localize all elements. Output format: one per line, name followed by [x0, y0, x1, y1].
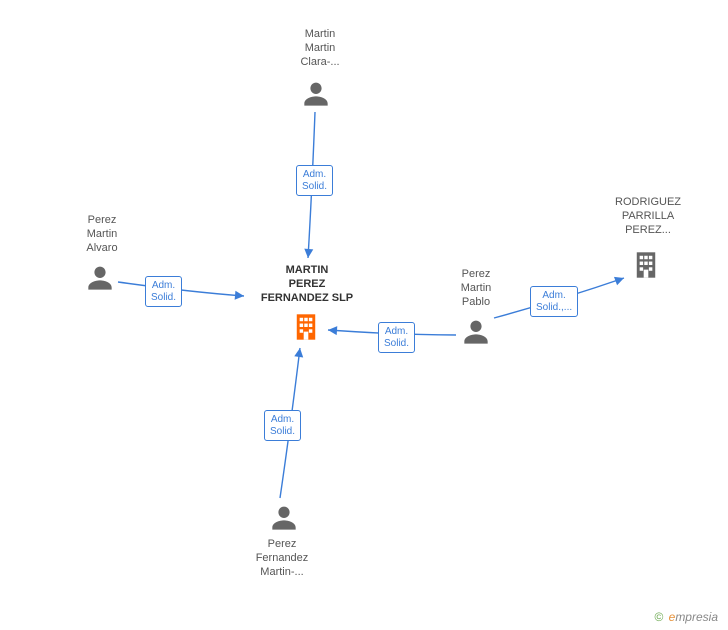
building-icon-right_company [632, 250, 660, 280]
edge-label-e_right_center: Adm. Solid. [378, 322, 415, 353]
building-icon-center [292, 312, 320, 342]
node-label-right_company: RODRIGUEZ PARRILLA PEREZ... [598, 196, 698, 237]
person-icon-right [462, 318, 490, 346]
node-label-left: Perez Martin Alvaro [62, 214, 142, 255]
edge-arrow-e_top [304, 249, 313, 258]
person-icon-top [302, 80, 330, 108]
footer-attribution: © empresia [654, 610, 718, 624]
person-icon-left [86, 264, 114, 292]
edge-label-e_bottom: Adm. Solid. [264, 410, 301, 441]
copyright-symbol: © [654, 610, 663, 624]
node-label-top: Martin Martin Clara-... [280, 28, 360, 69]
edges-layer [0, 0, 728, 630]
brand-rest: mpresia [675, 610, 718, 624]
edge-arrow-e_right_center [328, 326, 337, 335]
person-icon-bottom [270, 504, 298, 532]
edge-label-e_top: Adm. Solid. [296, 165, 333, 196]
edge-label-e_right_company: Adm. Solid.,... [530, 286, 578, 317]
edge-label-e_left: Adm. Solid. [145, 276, 182, 307]
edge-arrow-e_bottom [294, 348, 303, 358]
edge-arrow-e_left [235, 291, 244, 300]
node-label-right: Perez Martin Pablo [436, 268, 516, 309]
edge-arrow-e_right_company [614, 277, 624, 285]
center-node-label: MARTIN PEREZ FERNANDEZ SLP [247, 264, 367, 305]
node-label-bottom: Perez Fernandez Martin-... [232, 538, 332, 579]
